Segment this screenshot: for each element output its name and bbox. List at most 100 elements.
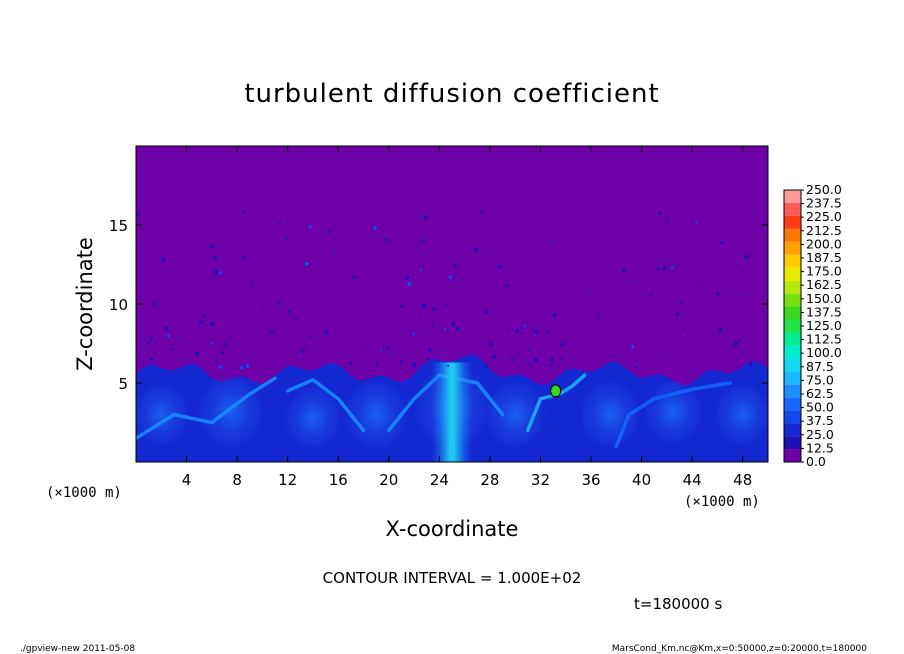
speckle [149, 357, 154, 361]
colorbar-label: 212.5 [806, 223, 842, 238]
speckle [744, 254, 749, 259]
speckle [550, 363, 553, 366]
boundary-layer-field [136, 354, 768, 462]
colorbar-cell [784, 293, 801, 307]
speckle [206, 339, 208, 342]
x-axis-label: X-coordinate [386, 517, 519, 541]
speckle [720, 241, 724, 245]
x-tick-label: 36 [581, 471, 600, 489]
speckle [422, 303, 427, 308]
speckle [630, 345, 635, 349]
speckle [170, 347, 174, 351]
speckle [239, 365, 244, 370]
colorbar-label: 237.5 [806, 196, 842, 211]
colorbar-cell [784, 306, 801, 320]
speckle [321, 208, 323, 211]
speckle [303, 219, 306, 221]
speckle [175, 336, 178, 338]
eddy-8 [714, 383, 768, 446]
speckle [253, 343, 255, 345]
speckle [287, 221, 289, 223]
y-axis-ticks: 5 10 15 [109, 217, 768, 393]
colorbar-label: 162.5 [806, 277, 842, 292]
y-axis-label: Z-coordinate [73, 237, 97, 371]
speckle [597, 315, 600, 318]
speckle [560, 342, 564, 347]
footer-left: ./gpview-new 2011-05-08 [20, 644, 135, 654]
y-tick-label: 10 [109, 296, 128, 314]
turbulence-speckles [136, 208, 756, 370]
speckle [405, 275, 409, 280]
eddy-2 [285, 386, 341, 450]
speckle [423, 215, 428, 220]
x-tick-label: 4 [182, 471, 192, 489]
x-tick-label: 20 [379, 471, 398, 489]
speckle [251, 285, 254, 288]
speckle [696, 337, 699, 340]
speckle [715, 291, 720, 296]
speckle [488, 342, 493, 347]
speckle [228, 357, 231, 360]
speckle [443, 327, 447, 331]
speckle [580, 308, 582, 310]
speckle [431, 323, 434, 326]
y-axis-unit: (×1000 m) [46, 485, 122, 501]
speckle [659, 356, 662, 359]
speckle [670, 265, 674, 269]
speckle [515, 328, 519, 333]
speckle [588, 288, 591, 292]
speckle [357, 336, 360, 339]
colorbar-cell [784, 319, 801, 333]
colorbar-cell [784, 423, 801, 437]
x-tick-label: 16 [329, 471, 348, 489]
speckle [309, 336, 312, 339]
colorbar-cell [784, 190, 801, 203]
speckle [412, 332, 416, 336]
colorbar-cell [784, 436, 801, 450]
speckle [270, 330, 274, 334]
speckle [218, 365, 223, 369]
speckle [533, 357, 538, 362]
speckle [146, 341, 150, 345]
y-tick-label: 15 [109, 217, 128, 235]
colorbar-label: 225.0 [806, 209, 842, 224]
speckle [447, 364, 450, 367]
speckle [751, 356, 753, 359]
speckle [738, 339, 741, 343]
speckle [559, 357, 563, 361]
colorbar-label: 37.5 [806, 413, 834, 428]
speckle [456, 326, 461, 331]
colorbar-label: 0.0 [806, 454, 826, 469]
speckle [372, 226, 377, 231]
speckle [679, 301, 683, 305]
speckle [285, 236, 289, 239]
time-label: t=180000 s [634, 595, 722, 613]
speckle [638, 278, 640, 281]
speckle [700, 302, 702, 304]
speckle [733, 341, 738, 346]
speckle [222, 342, 227, 347]
speckle [210, 321, 215, 327]
speckle [186, 359, 189, 361]
colorbar-label: 50.0 [806, 400, 834, 415]
speckle [210, 341, 214, 345]
speckle [507, 328, 510, 331]
speckle [362, 348, 365, 351]
speckle [656, 267, 660, 271]
speckle [528, 348, 531, 351]
speckle [480, 339, 483, 342]
speckle [136, 213, 140, 217]
x-tick-label: 48 [733, 471, 752, 489]
speckle [548, 366, 551, 368]
colorbar-label: 87.5 [806, 359, 834, 374]
speckle [320, 360, 322, 363]
speckle [399, 304, 403, 309]
colorbar-cell [784, 215, 801, 229]
x-axis-ticks: 4 8 12 16 20 24 28 32 36 40 44 48 [182, 146, 752, 489]
speckle [675, 312, 680, 317]
x-tick-label: 28 [480, 471, 499, 489]
speckle [478, 210, 483, 214]
speckle [557, 366, 560, 369]
speckle [380, 348, 383, 352]
colorbar-cell [784, 202, 801, 216]
